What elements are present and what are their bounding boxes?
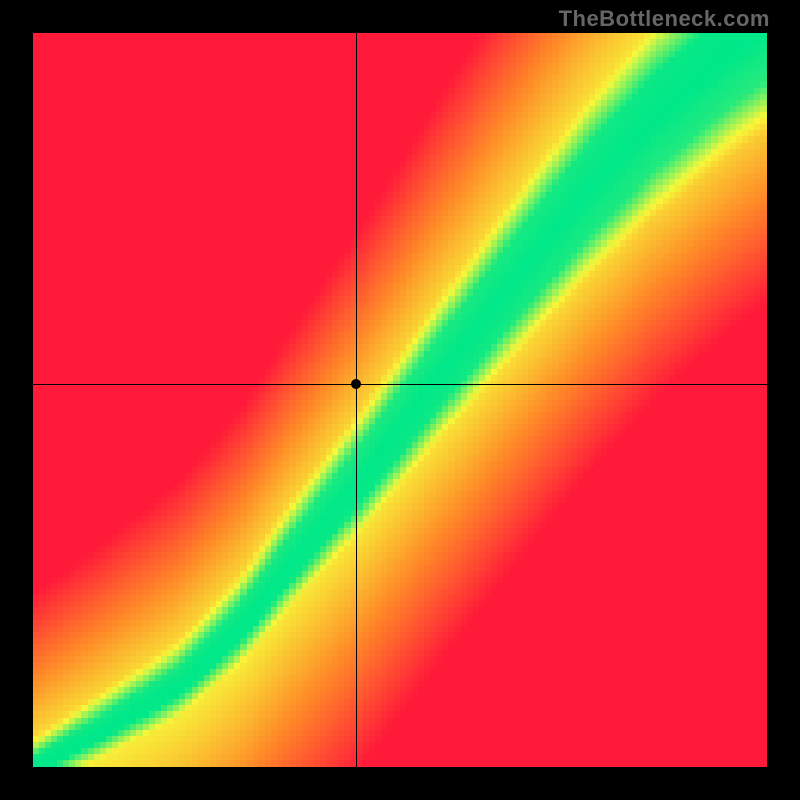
- chart-container: TheBottleneck.com: [0, 0, 800, 800]
- crosshair-vertical: [356, 33, 357, 767]
- heatmap-canvas: [33, 33, 767, 767]
- plot-area: [33, 33, 767, 767]
- crosshair-marker: [351, 379, 361, 389]
- crosshair-horizontal: [33, 384, 767, 385]
- watermark-text: TheBottleneck.com: [559, 6, 770, 32]
